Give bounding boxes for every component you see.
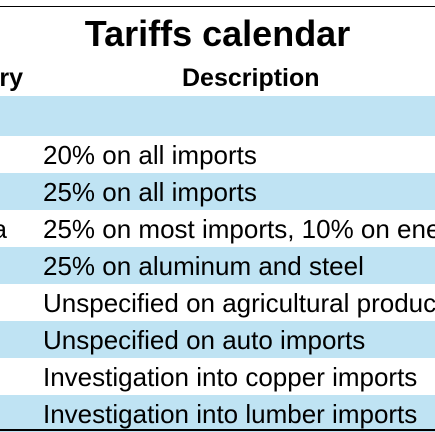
table-title: Tariffs calendar [84,13,351,54]
table-row: 25% on all imports [0,173,435,210]
row-description-cell: Investigation into lumber imports [43,399,418,429]
table-row: Investigation into lumber imports [0,395,435,432]
header-description: Description [182,64,320,92]
table-row: Investigation into copper imports [0,358,435,395]
top-border-rule [0,6,435,7]
table-row: a 25% on most imports, 10% on energ [0,210,435,247]
table-body: 20% on all imports 25% on all imports a 25%… [0,96,435,432]
row-description-cell: 25% on all imports [43,177,257,207]
table-row: Unspecified on auto imports [0,321,435,358]
bottom-border-rule [0,429,435,431]
table-row: 20% on all imports [0,136,435,173]
header-country: ry [0,64,23,92]
row-description-cell: 25% on aluminum and steel [43,251,364,281]
row-description-cell: 20% on all imports [43,140,257,170]
table-row [0,96,435,136]
row-country-cell: a [0,211,7,247]
row-description-cell: Investigation into copper imports [43,362,418,392]
table-header-row: ry Description [0,60,435,96]
row-description-cell: Unspecified on agricultural product [43,288,435,318]
table-row: 25% on aluminum and steel [0,247,435,284]
row-description-cell: 25% on most imports, 10% on energ [43,214,435,244]
row-description-cell: Unspecified on auto imports [43,325,366,355]
table-row: Unspecified on agricultural product [0,284,435,321]
